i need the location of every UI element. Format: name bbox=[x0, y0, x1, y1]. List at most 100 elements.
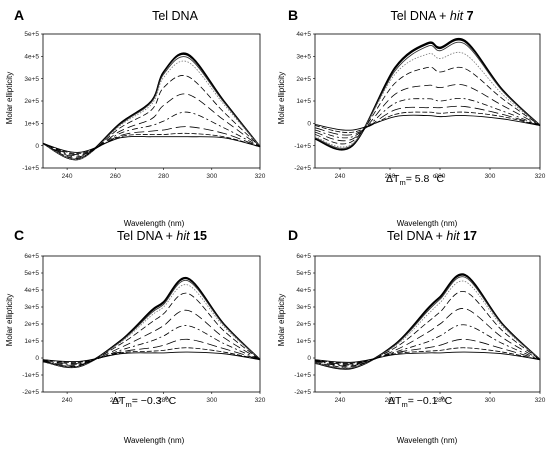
series-line-4 bbox=[42, 60, 261, 160]
series-line-8 bbox=[42, 338, 261, 364]
series-line-7 bbox=[314, 324, 541, 366]
delta-tm-subscript: m bbox=[401, 400, 407, 409]
y-axis-label: Molar ellipticity bbox=[5, 294, 14, 346]
series-line-9 bbox=[314, 111, 541, 133]
series-line-6 bbox=[314, 308, 541, 367]
panel-c: C Tel DNA + hit 15 -2e+5 -1e+5 0 1e+5 2e+5 3e+5… bbox=[5, 227, 266, 445]
series-line-7 bbox=[42, 325, 261, 365]
y-tick-label: 2e+5 bbox=[296, 321, 311, 328]
series-line-8 bbox=[314, 105, 541, 136]
y-tick-label: -1e+5 bbox=[294, 372, 311, 379]
y-axis-label: Molar ellipticity bbox=[277, 72, 286, 124]
series-line-7 bbox=[42, 111, 261, 157]
panel-title-italic: hit bbox=[446, 229, 463, 243]
x-tick-label: 320 bbox=[535, 397, 546, 404]
y-tick-label: 1e+5 bbox=[296, 98, 311, 105]
delta-tm-value: = 5.8 °C bbox=[406, 173, 445, 185]
y-tick-label: 1e+5 bbox=[296, 338, 311, 345]
plot-frame bbox=[314, 255, 541, 393]
y-tick-label: 3e+5 bbox=[24, 76, 39, 83]
x-tick-label: 300 bbox=[206, 397, 217, 404]
x-axis-label: Wavelength (nm) bbox=[397, 436, 458, 445]
panel-letter: B bbox=[288, 7, 298, 23]
y-tick-label: 1e+5 bbox=[24, 338, 39, 345]
delta-tm-symbol: ΔT bbox=[386, 173, 400, 185]
delta-tm-annotation: ΔTm= −0.3 °C bbox=[112, 395, 177, 409]
series-line-6 bbox=[42, 309, 261, 366]
y-tick-label: 0 bbox=[35, 355, 39, 362]
x-tick-label: 320 bbox=[255, 173, 266, 180]
x-tick-label: 280 bbox=[158, 397, 169, 404]
series-line-3 bbox=[314, 41, 541, 149]
x-tick-label: 280 bbox=[158, 173, 169, 180]
y-tick-label: 4e+5 bbox=[24, 54, 39, 61]
x-tick-label: 300 bbox=[485, 173, 496, 180]
series-line-5 bbox=[314, 66, 541, 145]
x-tick-label: 300 bbox=[485, 397, 496, 404]
y-tick-label: -1e+5 bbox=[22, 165, 39, 172]
series-line-8 bbox=[314, 338, 541, 365]
y-tick-label: 2e+5 bbox=[24, 98, 39, 105]
panel-title: Tel DNA bbox=[152, 9, 199, 23]
series-line-4 bbox=[314, 51, 541, 148]
y-tick-label: 6e+5 bbox=[296, 253, 311, 260]
y-tick-label: 4e+5 bbox=[24, 287, 39, 294]
series-line-8 bbox=[42, 126, 261, 156]
series-line-6 bbox=[314, 84, 541, 142]
series-line-4 bbox=[314, 280, 541, 369]
panel-title-italic: hit bbox=[450, 9, 467, 23]
panel-title-italic: hit bbox=[176, 229, 193, 243]
y-tick-label: 4e+5 bbox=[296, 287, 311, 294]
x-tick-label: 280 bbox=[435, 397, 446, 404]
y-tick-label: 2e+5 bbox=[296, 76, 311, 83]
delta-tm-value: = −0.3 °C bbox=[132, 395, 177, 407]
delta-tm-symbol: ΔT bbox=[388, 395, 402, 407]
series-line-5 bbox=[314, 291, 541, 368]
x-tick-label: 320 bbox=[535, 173, 546, 180]
y-tick-label: 6e+5 bbox=[24, 253, 39, 260]
series-line-9 bbox=[42, 132, 261, 154]
series-line-5 bbox=[42, 292, 261, 367]
y-tick-label: 0 bbox=[307, 355, 311, 362]
delta-tm-annotation: ΔTm= −0.1 °C bbox=[388, 395, 453, 409]
y-tick-label: -1e+5 bbox=[22, 372, 39, 379]
y-tick-label: -1e+5 bbox=[294, 143, 311, 150]
panel-title-text: Tel DNA bbox=[152, 9, 199, 23]
y-tick-label: 3e+5 bbox=[24, 304, 39, 311]
series-line-10 bbox=[314, 351, 541, 363]
x-tick-label: 260 bbox=[110, 173, 121, 180]
delta-tm-annotation: ΔTm= 5.8 °C bbox=[386, 173, 444, 187]
delta-tm-subscript: m bbox=[399, 178, 405, 187]
y-tick-label: 0 bbox=[307, 121, 311, 128]
x-axis-label: Wavelength (nm) bbox=[124, 436, 185, 445]
y-tick-label: -2e+5 bbox=[294, 165, 311, 172]
y-tick-label: -2e+5 bbox=[294, 389, 311, 396]
series-line-10 bbox=[42, 351, 261, 363]
x-tick-label: 260 bbox=[385, 173, 396, 180]
x-axis-label: Wavelength (nm) bbox=[397, 219, 458, 228]
panel-letter: C bbox=[14, 227, 24, 243]
y-axis-label: Molar ellipticity bbox=[277, 294, 286, 346]
panel-title-bold: 15 bbox=[193, 229, 207, 243]
series-line-3 bbox=[314, 276, 541, 369]
panel-d: D Tel DNA + hit 17 -2e+5 -1e+5 0 1e+5 2e+5 3e+5… bbox=[277, 227, 546, 445]
panel-title: Tel DNA + hit 17 bbox=[387, 229, 477, 243]
delta-tm-subscript: m bbox=[125, 400, 131, 409]
x-axis-label: Wavelength (nm) bbox=[124, 219, 185, 228]
x-tick-label: 300 bbox=[206, 173, 217, 180]
x-tick-label: 240 bbox=[62, 397, 73, 404]
series-line-9 bbox=[314, 347, 541, 364]
series-line-9 bbox=[42, 347, 261, 363]
panel-title-bold: 7 bbox=[467, 9, 474, 23]
series-line-5 bbox=[42, 75, 261, 159]
y-tick-label: 5e+5 bbox=[24, 270, 39, 277]
y-tick-label: 2e+5 bbox=[24, 321, 39, 328]
panel-title-text: Tel DNA + bbox=[387, 229, 446, 243]
x-tick-label: 240 bbox=[335, 173, 346, 180]
y-tick-label: 5e+5 bbox=[296, 270, 311, 277]
panel-title-text: Tel DNA + bbox=[117, 229, 176, 243]
y-tick-label: 3e+5 bbox=[296, 54, 311, 61]
y-tick-label: 5e+5 bbox=[24, 31, 39, 38]
series-line-1 bbox=[314, 273, 541, 370]
